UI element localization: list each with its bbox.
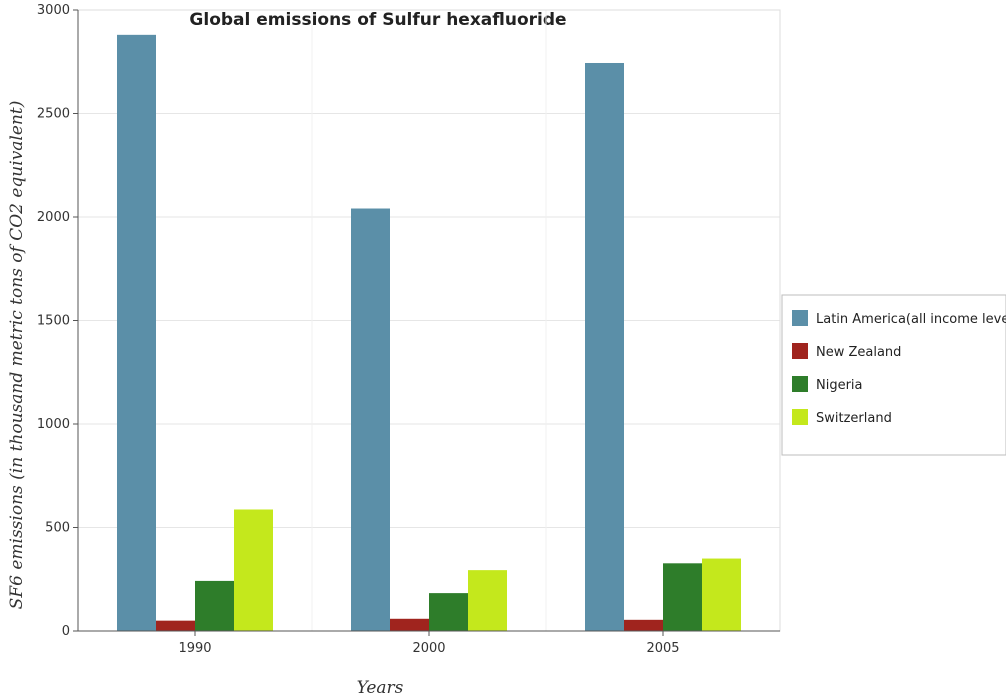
bar	[663, 563, 702, 631]
x-ticks: 1990 2000 2005	[178, 631, 680, 656]
bar	[468, 570, 507, 631]
x-tick-label: 2005	[646, 641, 679, 656]
bar	[195, 580, 234, 631]
x-axis-label: Years	[357, 678, 404, 698]
y-axis-label: SF6 emissions (in thousand metric tons o…	[7, 101, 27, 610]
legend-label: Latin America(all income levels)	[816, 312, 1006, 327]
bar	[702, 558, 741, 631]
bar	[429, 593, 468, 631]
legend-label: New Zealand	[816, 345, 901, 360]
legend-swatch	[792, 343, 808, 359]
y-tick-label: 1000	[37, 417, 70, 432]
legend-swatch	[792, 376, 808, 392]
chart-title: Global emissions of Sulfur hexafluoride	[189, 10, 566, 30]
bar	[234, 509, 273, 631]
bar	[351, 208, 390, 631]
bars	[117, 34, 741, 631]
bar	[585, 62, 624, 631]
y-tick-label: 3000	[37, 3, 70, 18]
legend-swatch	[792, 310, 808, 326]
legend: Latin America(all income levels) New Zeal…	[781, 294, 1006, 456]
x-tick-label: 2000	[412, 641, 445, 656]
y-tick-label: 0	[62, 624, 70, 639]
legend-label: Nigeria	[816, 378, 863, 393]
y-tick-label: 2500	[37, 107, 70, 122]
y-ticks: 0 500 1000 1500 2000 2500 3000	[37, 3, 78, 639]
y-tick-label: 1500	[37, 314, 70, 329]
y-tick-label: 500	[45, 521, 70, 536]
x-tick-label: 1990	[178, 641, 211, 656]
bar	[156, 620, 195, 631]
bar	[624, 619, 663, 631]
bar	[390, 618, 429, 631]
legend-swatch	[792, 409, 808, 425]
legend-box	[781, 294, 1006, 456]
grid	[77, 9, 781, 632]
legend-label: Switzerland	[816, 411, 892, 426]
bar	[117, 34, 156, 631]
y-tick-label: 2000	[37, 210, 70, 225]
